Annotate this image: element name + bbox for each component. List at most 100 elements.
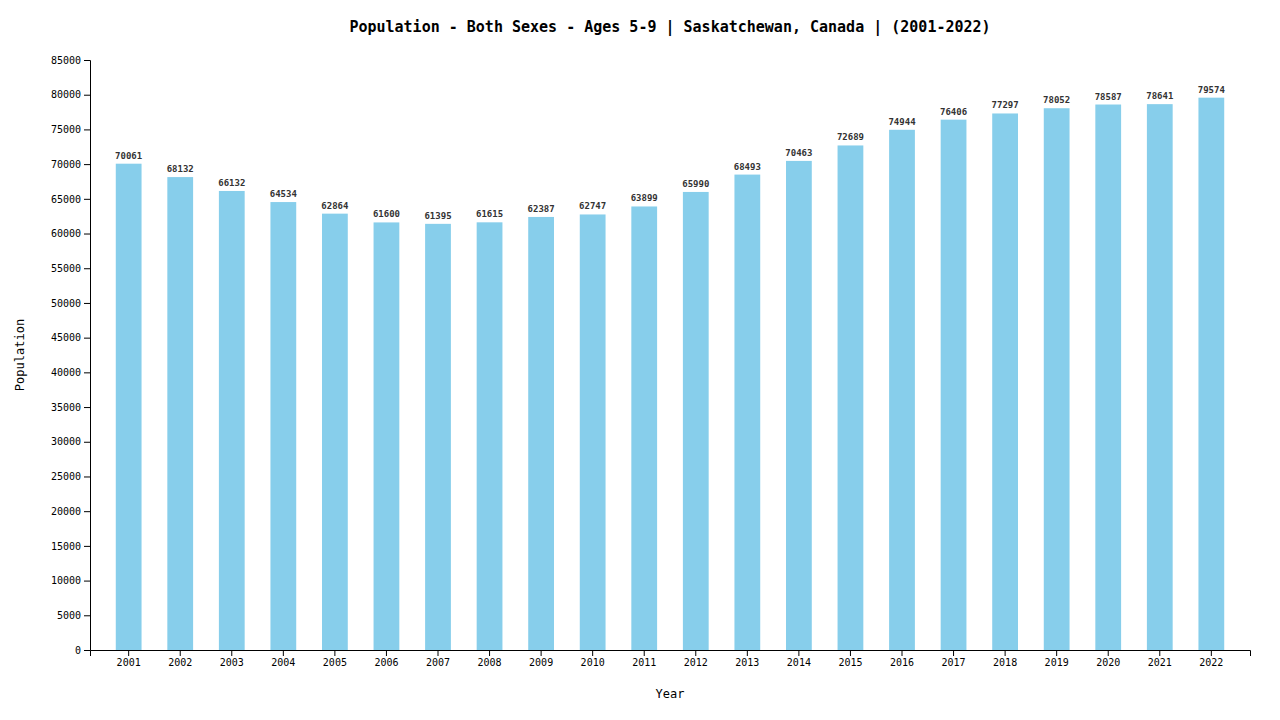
tick-mark	[489, 650, 490, 656]
tick-mark	[84, 60, 90, 61]
data-labels: 7006168132661326453462864616006139561615…	[115, 85, 1225, 221]
bar	[322, 214, 348, 650]
bar	[477, 222, 503, 650]
tick: 2012	[684, 650, 708, 668]
data-label: 66132	[218, 178, 245, 188]
tick-mark	[84, 581, 90, 582]
tick: 2007	[426, 650, 450, 668]
data-label: 78641	[1146, 91, 1173, 101]
tick-mark	[84, 234, 90, 235]
data-label: 78052	[1043, 95, 1070, 105]
data-label: 62387	[528, 204, 555, 214]
tick: 2001	[117, 650, 141, 668]
x-axis-title: Year	[656, 687, 685, 701]
tick: 85000	[51, 55, 90, 66]
data-label: 70061	[115, 151, 142, 161]
tick-mark	[84, 546, 90, 547]
tick-label: 2003	[220, 657, 244, 668]
y-axis-title: Population	[13, 319, 27, 391]
tick-mark	[644, 650, 645, 656]
data-label: 65990	[682, 179, 709, 189]
tick: 2003	[220, 650, 244, 668]
tick-mark	[386, 650, 387, 656]
tick: 2011	[632, 650, 656, 668]
tick-mark	[180, 650, 181, 656]
tick: 2016	[890, 650, 914, 668]
tick-label: 65000	[51, 194, 81, 205]
bar	[219, 191, 245, 650]
bar	[116, 164, 142, 650]
bar	[838, 145, 864, 650]
tick-mark	[84, 442, 90, 443]
tick-label: 2007	[426, 657, 450, 668]
tick: 2006	[374, 650, 398, 668]
bars	[116, 98, 1224, 650]
data-label: 63899	[631, 193, 658, 203]
tick: 2013	[735, 650, 759, 668]
tick-mark	[84, 650, 90, 651]
tick: 2005	[323, 650, 347, 668]
tick-mark	[231, 650, 232, 656]
tick-label: 45000	[51, 332, 81, 343]
bar	[1044, 108, 1070, 650]
data-label: 61615	[476, 209, 503, 219]
tick-label: 40000	[51, 367, 81, 378]
tick-label: 80000	[51, 89, 81, 100]
tick-mark	[283, 650, 284, 656]
tick-label: 2004	[271, 657, 295, 668]
tick-label: 2016	[890, 657, 914, 668]
bar	[528, 217, 554, 650]
tick: 50000	[51, 298, 90, 309]
tick-label: 30000	[51, 436, 81, 447]
bar	[683, 192, 709, 650]
tick: 40000	[51, 367, 90, 378]
bar	[992, 113, 1018, 650]
tick-label: 55000	[51, 263, 81, 274]
tick-mark	[541, 650, 542, 656]
tick-label: 2010	[581, 657, 605, 668]
tick-mark	[1211, 650, 1212, 656]
tick-label: 2012	[684, 657, 708, 668]
tick-label: 35000	[51, 402, 81, 413]
tick-mark	[798, 650, 799, 656]
tick: 2002	[168, 650, 192, 668]
tick-mark	[1108, 650, 1109, 656]
tick-label: 85000	[51, 55, 81, 66]
tick-mark	[747, 650, 748, 656]
bar	[734, 175, 760, 650]
tick-mark	[84, 615, 90, 616]
tick: 2015	[838, 650, 862, 668]
tick-label: 10000	[51, 575, 81, 586]
tick-label: 2019	[1045, 657, 1069, 668]
tick-label: 2001	[117, 657, 141, 668]
tick: 70000	[51, 159, 90, 170]
data-label: 61600	[373, 209, 400, 219]
tick-label: 2021	[1148, 657, 1172, 668]
tick: 2014	[787, 650, 811, 668]
tick-mark	[84, 476, 90, 477]
tick-mark	[84, 511, 90, 512]
tick-label: 2020	[1096, 657, 1120, 668]
tick: 2008	[478, 650, 502, 668]
bar	[1198, 98, 1224, 650]
data-label: 62864	[321, 201, 349, 211]
tick-label: 2002	[168, 657, 192, 668]
tick-label: 2006	[374, 657, 398, 668]
tick-label: 2018	[993, 657, 1017, 668]
tick-mark	[850, 650, 851, 656]
tick-label: 2005	[323, 657, 347, 668]
tick-mark	[84, 164, 90, 165]
data-label: 74944	[888, 117, 916, 127]
tick-mark	[334, 650, 335, 656]
tick: 45000	[51, 332, 90, 343]
data-label: 64534	[270, 189, 298, 199]
tick: 2018	[993, 650, 1017, 668]
tick-label: 2015	[838, 657, 862, 668]
tick-label: 2009	[529, 657, 553, 668]
tick-mark	[1159, 650, 1160, 656]
tick-label: 70000	[51, 159, 81, 170]
tick-mark	[84, 303, 90, 304]
bar	[889, 130, 915, 650]
tick: 2017	[942, 650, 966, 668]
tick: 15000	[51, 541, 90, 552]
